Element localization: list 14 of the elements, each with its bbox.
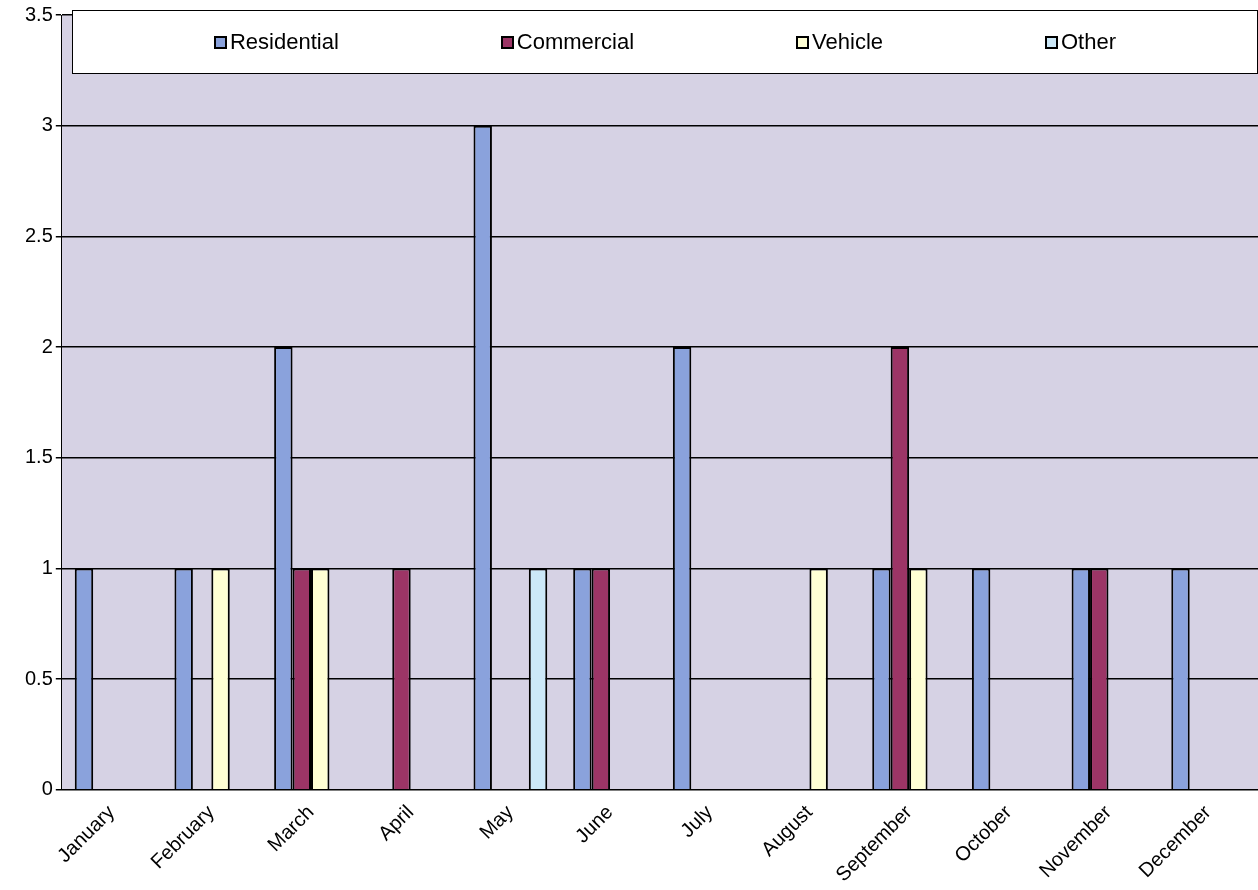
- y-tick-label: 3: [41, 113, 53, 136]
- y-tick-label: 0: [41, 777, 53, 800]
- x-tick-label: July: [675, 800, 717, 842]
- y-tick-label: 0.5: [24, 666, 53, 689]
- x-tick-label: May: [474, 800, 518, 843]
- y-tick-label: 1.5: [24, 445, 53, 468]
- y-tick-label: 2: [41, 334, 53, 357]
- y-tick-label: 2.5: [24, 223, 53, 246]
- y-tick-label: 3.5: [24, 2, 53, 25]
- legend-label: Residential: [229, 29, 339, 55]
- legend-label: Other: [1060, 29, 1117, 55]
- y-tick-label: 1: [41, 555, 53, 578]
- legend-label: Commercial: [516, 29, 635, 55]
- legend-label: Vehicle: [812, 29, 884, 55]
